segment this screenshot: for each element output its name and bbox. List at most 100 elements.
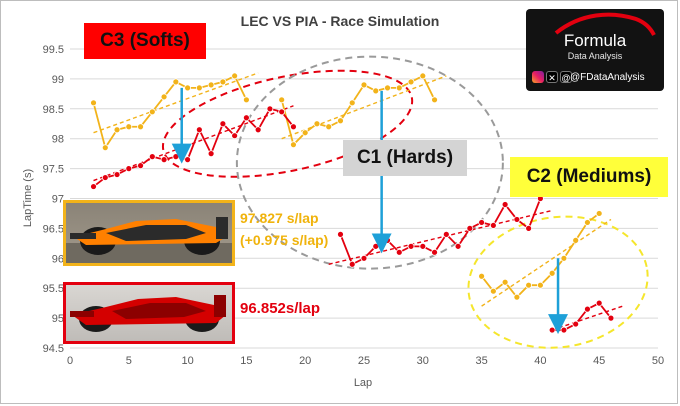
lec-lap-point: [184, 156, 192, 164]
pia-lap-point: [313, 120, 321, 128]
lec-lap-point: [337, 230, 344, 238]
lec-lap-point: [560, 326, 568, 334]
lec-lap-point: [290, 123, 297, 131]
lec-lap-point: [584, 305, 591, 313]
lec-lap-point: [489, 222, 497, 229]
mclaren-car-image: [63, 200, 235, 266]
x-tick-label: 35: [475, 355, 487, 367]
pia-lap-point: [101, 144, 109, 152]
lec-lap-point: [466, 224, 474, 232]
lec-lap-point: [137, 162, 144, 170]
pia-lap-point: [395, 84, 403, 92]
pia-delta-label: (+0.975 s/lap): [240, 232, 329, 248]
pia-lap-point: [489, 287, 497, 295]
lec-lap-point: [148, 153, 156, 161]
pia-lap-point: [219, 78, 227, 86]
ferrari-car-image: [63, 282, 235, 344]
y-tick-label: 97: [52, 194, 64, 206]
lec-lap-point: [231, 132, 239, 140]
instagram-icon: [532, 71, 544, 83]
lec-lap-point: [160, 156, 168, 164]
formula-data-analysis-logo: Formula Data Analysis ✕ @ @FDataAnalysis: [526, 9, 664, 91]
lec-lap-point: [360, 254, 368, 262]
c2-stint-ellipse: [467, 215, 649, 349]
pia-lap-point: [360, 81, 368, 89]
lec-lap-point: [172, 153, 180, 161]
lec-lap-point: [419, 242, 427, 250]
x-tick-label: 10: [181, 355, 193, 367]
pia-lap-point: [372, 87, 380, 95]
pia-lap-point: [572, 236, 580, 244]
x-tick-label: 25: [358, 355, 370, 367]
social-handle: @FDataAnalysis: [570, 72, 645, 83]
pia-lap-point: [548, 269, 556, 277]
lec-lap-point: [431, 248, 438, 256]
pia-lap-point: [125, 123, 133, 131]
lec-lap-point: [384, 236, 391, 244]
lec-lap-point: [595, 299, 603, 307]
lec-lap-point: [454, 242, 462, 250]
series-lines: [90, 72, 615, 334]
lec-lap-point: [90, 183, 97, 190]
lec-lap-point: [266, 105, 274, 113]
pia-lap-point: [525, 281, 533, 289]
pia-lap-point: [419, 72, 427, 80]
x-tick-label: 45: [593, 355, 605, 367]
lec-series-line: [92, 107, 295, 188]
pia-lap-point: [584, 219, 591, 226]
pia-lap-point: [325, 123, 333, 131]
lec-lap-point: [395, 248, 403, 256]
x-tick-label: 20: [299, 355, 311, 367]
lec-lap-point: [478, 219, 486, 226]
lec-lap-point: [278, 108, 286, 116]
lec-lap-point: [548, 326, 556, 334]
pia-lap-point: [148, 108, 156, 116]
lec-lap-point: [513, 216, 521, 223]
x-tick-label: 5: [126, 355, 132, 367]
pia-series-line: [92, 74, 248, 150]
lec-lap-point: [242, 114, 250, 122]
y-tick-label: 96.5: [43, 223, 64, 235]
pia-lap-point: [595, 210, 603, 217]
y-tick-label: 98: [52, 134, 64, 146]
logo-subtitle: Data Analysis: [567, 51, 623, 61]
pia-lap-point: [195, 84, 203, 92]
lec-lap-point: [101, 174, 109, 181]
pia-lap-point: [560, 254, 568, 262]
pia-trend-line: [281, 75, 447, 140]
lec-lap-point: [572, 320, 580, 328]
lec-lap-point: [254, 126, 262, 134]
threads-icon: @: [560, 71, 572, 83]
lec-lap-point: [348, 260, 356, 268]
pia-lap-point: [207, 81, 215, 89]
pia-lap-point: [278, 96, 286, 104]
y-tick-label: 97.5: [43, 164, 64, 176]
pia-lap-point: [407, 78, 415, 86]
tick-labels: 94.5 95 95.5 96 96.5 97 97.5 98 98.5 99 99.5 0 5 10 15…: [43, 44, 665, 367]
x-tick-label: 30: [417, 355, 429, 367]
y-tick-label: 98.5: [43, 104, 64, 116]
lec-series-line: [552, 302, 612, 331]
pia-trend-line: [481, 218, 612, 307]
pia-lap-point: [290, 141, 297, 149]
c1-stint-ellipse: [235, 55, 504, 270]
lec-lap-point: [195, 126, 203, 134]
lec-lap-point: [372, 242, 380, 250]
lec-lap-point: [607, 314, 615, 322]
pia-lap-point: [113, 126, 121, 134]
pia-lap-point: [501, 278, 509, 286]
pia-lap-point: [478, 272, 486, 280]
stint-ellipses: [161, 55, 649, 349]
pia-lap-point: [513, 293, 521, 301]
y-tick-label: 96: [52, 253, 64, 265]
pia-lap-point: [384, 84, 391, 92]
c2-mediums-label: C2 (Mediums): [510, 157, 668, 197]
y-tick-label: 94.5: [43, 343, 64, 355]
x-tick-label: 0: [67, 355, 73, 367]
y-tick-label: 99.5: [43, 44, 64, 56]
c3-stint-ellipse: [161, 69, 414, 178]
y-tick-label: 95: [52, 313, 64, 325]
pia-lap-point: [431, 96, 438, 104]
lec-lap-point: [407, 242, 415, 250]
